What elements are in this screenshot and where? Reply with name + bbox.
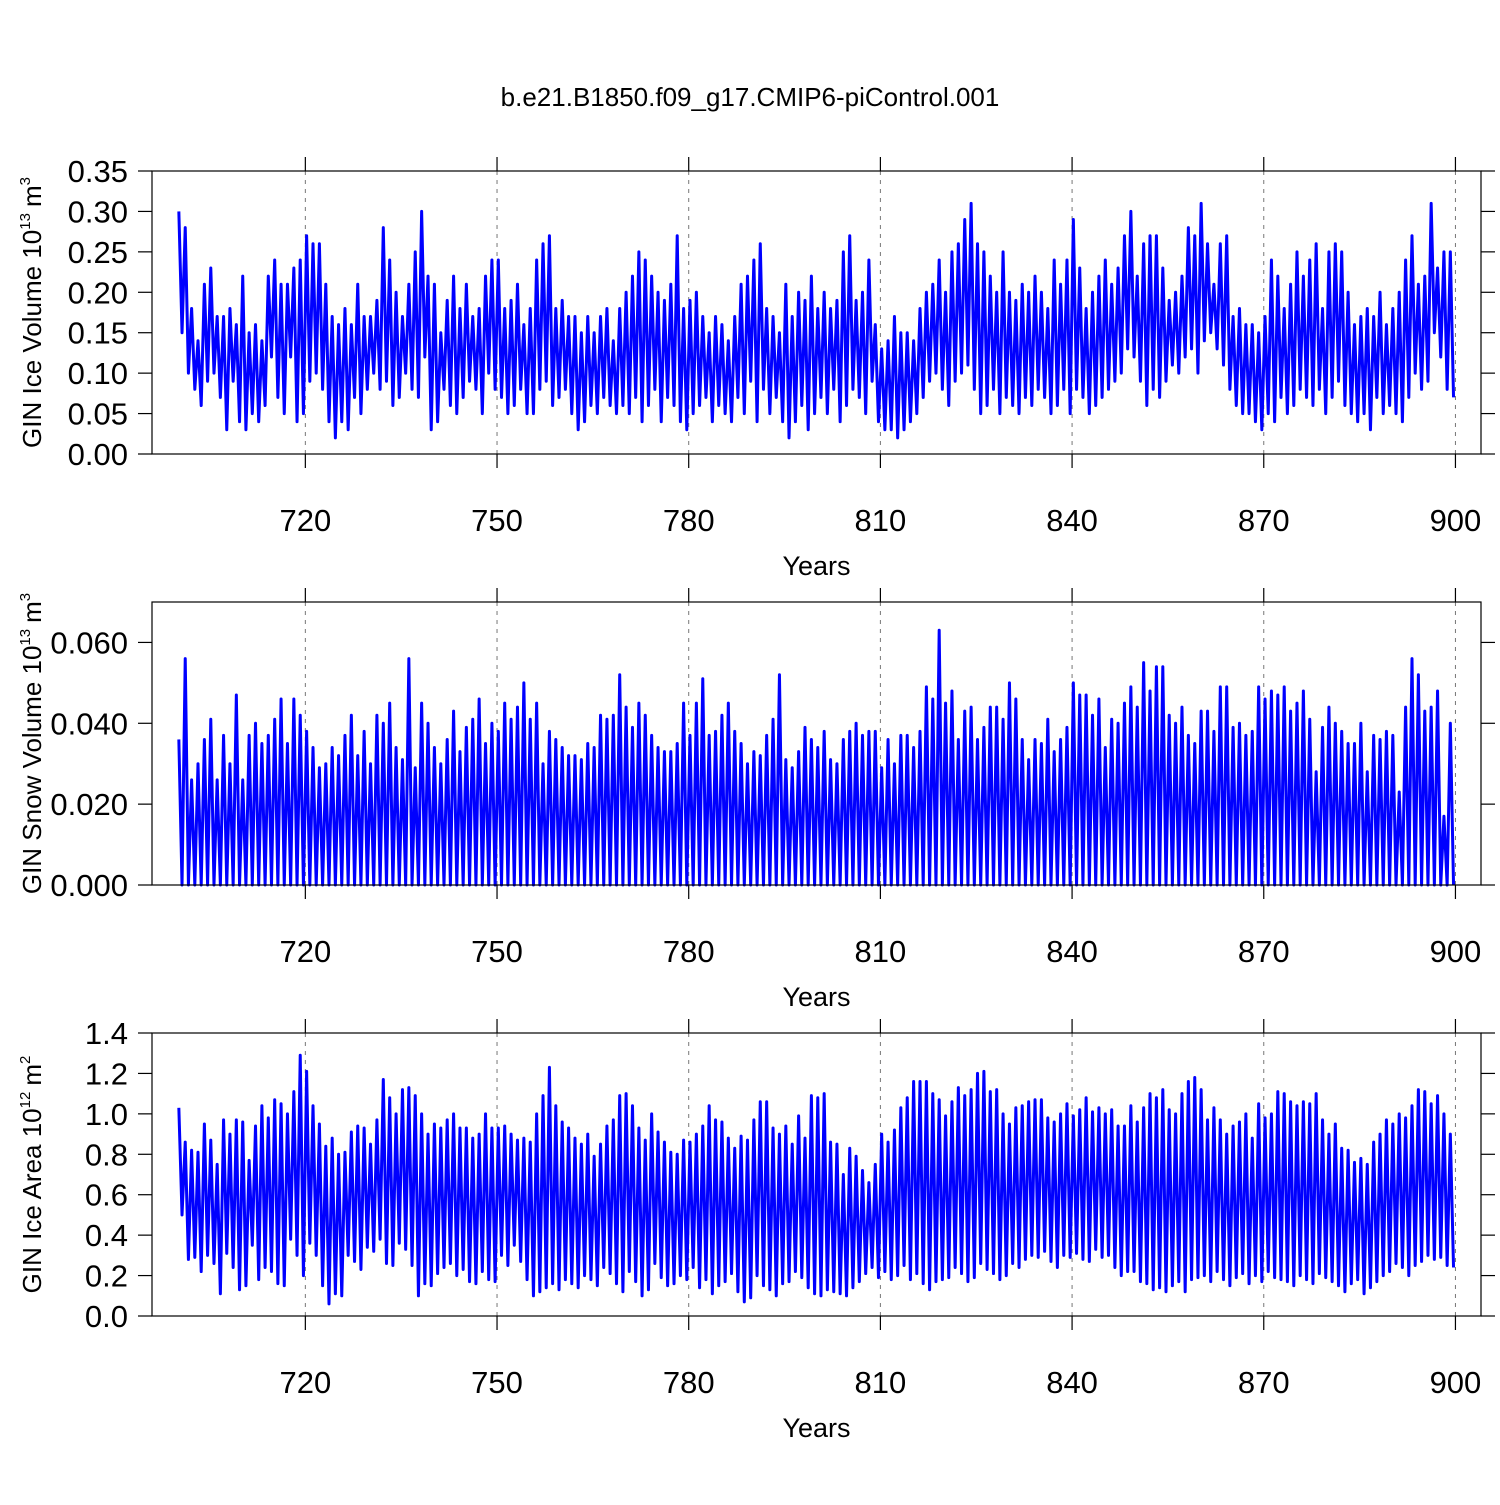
x-tick-label: 870 xyxy=(1238,934,1290,969)
y-axis-label-exponent: 12 xyxy=(17,1092,34,1109)
y-tick-label: 0.060 xyxy=(50,625,128,660)
x-tick-label: 870 xyxy=(1238,1365,1290,1400)
y-axis-label: GIN Snow Volume 1013 m3 xyxy=(17,593,47,894)
x-axis-label: Years xyxy=(782,982,850,1012)
y-tick-label: 0.10 xyxy=(68,356,128,391)
y-tick-label: 0.4 xyxy=(85,1218,128,1253)
y-tick-label: 0.05 xyxy=(68,397,128,432)
y-tick-label: 0.30 xyxy=(68,194,128,229)
x-tick-label: 720 xyxy=(279,503,331,538)
x-tick-label: 840 xyxy=(1046,934,1098,969)
x-tick-label: 900 xyxy=(1430,503,1482,538)
y-axis-label-text: GIN Snow Volume 10 xyxy=(17,646,47,895)
plot-frame xyxy=(151,1032,1482,1317)
x-axis-label: Years xyxy=(782,1413,850,1443)
y-tick-label: 1.2 xyxy=(85,1056,128,1091)
y-tick-label: 0.00 xyxy=(68,437,128,472)
y-axis-label: GIN Ice Volume 1013 m3 xyxy=(17,177,47,448)
y-tick-label: 1.4 xyxy=(85,1016,128,1051)
y-tick-label: 0.2 xyxy=(85,1259,128,1294)
plot-frame xyxy=(151,170,1482,455)
y-axis-label-unit: m xyxy=(17,185,47,207)
x-tick-label: 780 xyxy=(663,1365,715,1400)
y-tick-label: 1.0 xyxy=(85,1097,128,1132)
x-tick-label: 780 xyxy=(663,934,715,969)
y-axis-label-unit: m xyxy=(17,601,47,623)
x-tick-label: 780 xyxy=(663,503,715,538)
data-line xyxy=(177,628,1456,887)
x-axis-label: Years xyxy=(782,551,850,581)
y-axis-label-unit-exponent: 3 xyxy=(17,593,34,601)
y-axis-label-exponent: 13 xyxy=(17,213,34,230)
x-tick-label: 720 xyxy=(279,1365,331,1400)
y-axis-label-exponent: 13 xyxy=(17,629,34,646)
y-tick-label: 0.25 xyxy=(68,235,128,270)
x-tick-label: 870 xyxy=(1238,503,1290,538)
x-tick-label: 840 xyxy=(1046,503,1098,538)
x-tick-label: 810 xyxy=(855,934,907,969)
y-tick-label: 0.000 xyxy=(50,868,128,903)
data-line xyxy=(177,1053,1456,1306)
x-tick-label: 810 xyxy=(855,503,907,538)
x-tick-label: 810 xyxy=(855,1365,907,1400)
y-axis-label-unit-exponent: 2 xyxy=(17,1056,34,1064)
plot-frame xyxy=(151,601,1482,886)
y-axis-label-unit-exponent: 3 xyxy=(17,177,34,185)
y-tick-label: 0.040 xyxy=(50,706,128,741)
y-axis-label-text: GIN Ice Area 10 xyxy=(17,1108,47,1293)
x-tick-label: 720 xyxy=(279,934,331,969)
data-line xyxy=(177,201,1456,440)
y-axis-label-unit: m xyxy=(17,1064,47,1086)
x-tick-label: 900 xyxy=(1430,934,1482,969)
x-tick-label: 840 xyxy=(1046,1365,1098,1400)
y-tick-label: 0.20 xyxy=(68,275,128,310)
y-tick-label: 0.8 xyxy=(85,1137,128,1172)
y-tick-label: 0.0 xyxy=(85,1299,128,1334)
y-tick-label: 0.6 xyxy=(85,1178,128,1213)
y-tick-label: 0.15 xyxy=(68,316,128,351)
x-tick-label: 900 xyxy=(1430,1365,1482,1400)
x-tick-label: 750 xyxy=(471,934,523,969)
y-axis-label-text: GIN Ice Volume 10 xyxy=(17,230,47,448)
y-axis-label: GIN Ice Area 1012 m2 xyxy=(17,1056,47,1294)
y-tick-label: 0.35 xyxy=(68,154,128,189)
x-tick-label: 750 xyxy=(471,1365,523,1400)
x-tick-label: 750 xyxy=(471,503,523,538)
y-tick-label: 0.020 xyxy=(50,787,128,822)
chart-title: b.e21.B1850.f09_g17.CMIP6-piControl.001 xyxy=(501,82,1000,112)
